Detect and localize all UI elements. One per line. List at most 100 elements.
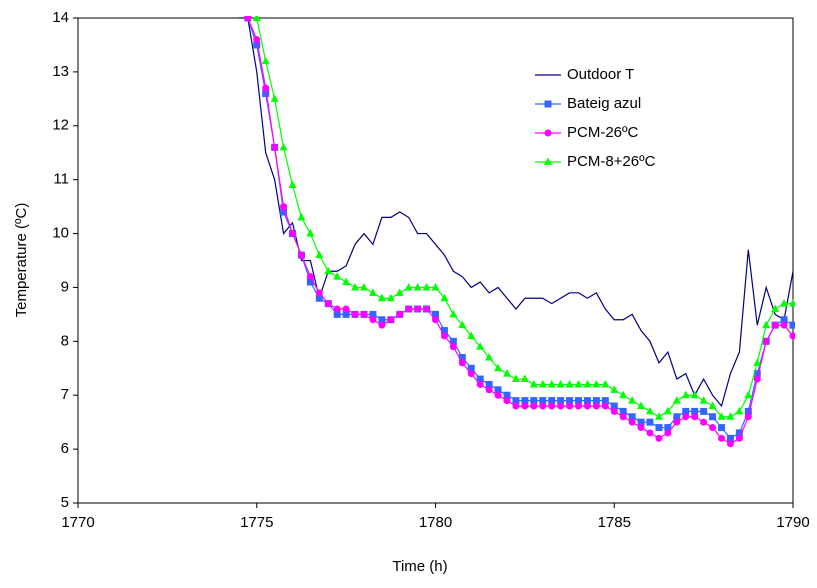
plot-area — [238, 16, 795, 448]
marker — [708, 401, 717, 409]
marker — [771, 304, 780, 312]
marker — [700, 407, 708, 415]
marker — [458, 320, 467, 329]
marker — [548, 402, 556, 410]
marker — [360, 310, 368, 318]
marker — [663, 406, 672, 415]
marker — [404, 282, 413, 291]
marker — [664, 424, 672, 432]
series-line — [247, 17, 794, 440]
series-line — [238, 17, 794, 408]
marker — [494, 391, 502, 399]
marker — [690, 390, 699, 399]
marker — [637, 401, 646, 409]
y-tick-label: 9 — [61, 278, 69, 295]
x-tick-label: 1775 — [240, 514, 273, 531]
marker — [789, 321, 795, 329]
marker — [583, 379, 592, 388]
marker — [494, 386, 502, 394]
marker — [315, 250, 324, 259]
marker — [297, 251, 305, 259]
marker — [324, 266, 333, 275]
marker — [270, 94, 279, 102]
marker — [262, 84, 270, 92]
marker — [637, 424, 645, 432]
y-tick-label: 14 — [52, 9, 69, 26]
y-tick-label: 6 — [61, 440, 69, 457]
marker — [333, 310, 341, 318]
x-tick-label: 1780 — [419, 514, 452, 531]
marker — [592, 402, 600, 410]
marker — [297, 212, 306, 221]
marker — [530, 397, 538, 405]
marker — [691, 413, 699, 421]
marker — [646, 429, 654, 437]
marker — [592, 397, 600, 405]
marker — [654, 412, 663, 420]
marker — [628, 418, 636, 426]
legend-label: Bateig azul — [567, 95, 641, 112]
marker — [538, 379, 547, 388]
marker — [637, 418, 645, 426]
marker — [544, 100, 552, 108]
marker — [566, 402, 574, 410]
series-line — [247, 17, 794, 445]
marker — [735, 434, 743, 442]
marker — [512, 402, 520, 410]
marker — [342, 277, 351, 286]
marker — [377, 293, 386, 302]
marker — [244, 16, 252, 22]
x-tick-label: 1790 — [776, 514, 809, 531]
legend-label: Outdoor T — [567, 66, 634, 83]
marker — [601, 402, 609, 410]
marker — [378, 321, 386, 329]
marker — [780, 316, 788, 324]
marker — [544, 157, 552, 165]
marker — [619, 407, 627, 415]
marker — [709, 424, 717, 432]
marker — [315, 294, 323, 302]
marker — [378, 316, 386, 324]
marker — [610, 402, 618, 410]
marker — [476, 375, 484, 383]
marker — [485, 353, 494, 361]
marker — [503, 397, 511, 405]
marker — [735, 406, 744, 415]
marker — [539, 397, 547, 405]
marker — [467, 331, 476, 339]
marker — [744, 407, 752, 415]
marker — [726, 434, 734, 442]
marker — [476, 342, 485, 350]
marker — [619, 390, 628, 399]
marker — [628, 396, 637, 404]
marker — [387, 316, 395, 324]
marker — [547, 379, 556, 388]
marker — [610, 407, 618, 415]
marker — [432, 310, 439, 318]
marker — [789, 332, 795, 340]
marker — [414, 305, 422, 313]
marker — [342, 305, 350, 313]
marker — [682, 407, 690, 415]
marker — [395, 288, 404, 296]
marker — [691, 407, 699, 415]
marker — [440, 332, 448, 340]
marker — [342, 310, 350, 318]
marker — [431, 282, 440, 291]
marker — [566, 397, 574, 405]
marker — [279, 142, 288, 151]
marker — [253, 41, 261, 49]
marker — [717, 412, 726, 420]
marker — [575, 402, 582, 410]
marker — [503, 391, 511, 399]
marker — [789, 299, 795, 307]
marker — [699, 396, 708, 404]
y-axis-title: Temperature (ºC) — [13, 203, 30, 318]
y-tick-label: 8 — [61, 332, 69, 349]
y-tick-label: 7 — [61, 386, 69, 403]
marker — [512, 397, 520, 405]
y-tick-label: 5 — [61, 494, 69, 511]
marker — [413, 282, 422, 291]
marker — [485, 380, 493, 388]
marker — [762, 337, 770, 345]
